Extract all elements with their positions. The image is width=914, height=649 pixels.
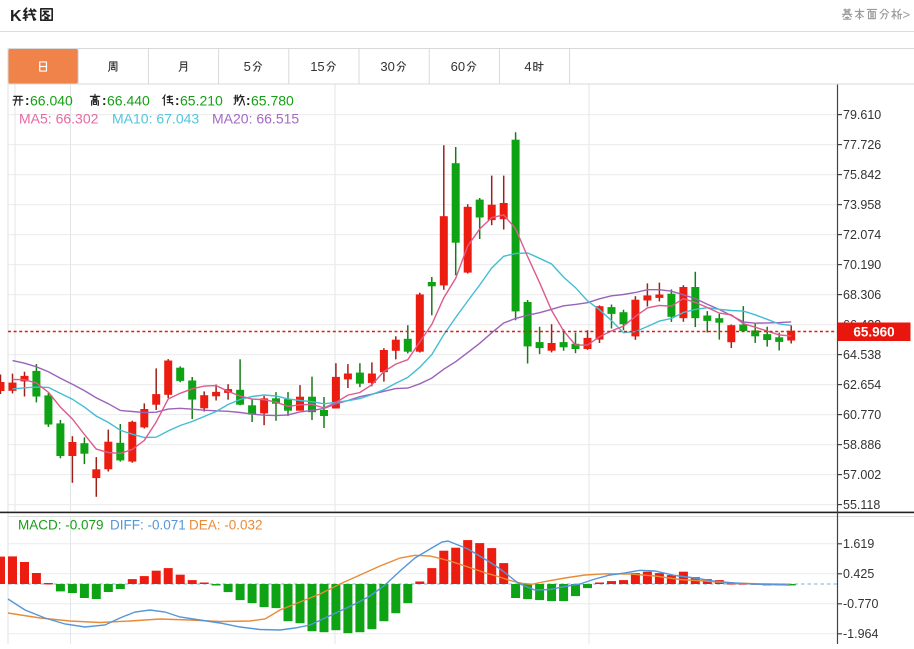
svg-text:77.726: 77.726 [843,138,881,152]
svg-text:-0.770: -0.770 [843,597,878,611]
svg-text:4: 4 [524,59,531,74]
svg-text:73.958: 73.958 [843,198,881,212]
svg-text:75.842: 75.842 [843,168,881,182]
svg-text:62.654: 62.654 [843,378,881,392]
svg-text:0.425: 0.425 [843,567,874,581]
svg-text:65.780: 65.780 [251,93,294,109]
svg-text:MA5: 66.302: MA5: 66.302 [19,111,99,127]
svg-text:DEA: -0.032: DEA: -0.032 [189,518,263,533]
svg-text:66.440: 66.440 [107,93,150,109]
svg-text:DIFF: -0.071: DIFF: -0.071 [110,518,186,533]
svg-text:>: > [903,7,911,22]
svg-text:65.210: 65.210 [180,93,223,109]
svg-text:-1.964: -1.964 [843,627,878,641]
svg-text:55.118: 55.118 [843,498,880,512]
svg-text:66.040: 66.040 [30,93,73,109]
svg-text:64.538: 64.538 [843,348,881,362]
svg-text::: : [102,93,107,108]
svg-text:60.770: 60.770 [843,408,881,422]
svg-text:70.190: 70.190 [843,258,881,272]
svg-text:15: 15 [310,59,324,74]
svg-text:57.002: 57.002 [843,468,881,482]
svg-text::: : [25,93,30,108]
svg-text:5: 5 [244,59,251,74]
svg-text:79.610: 79.610 [843,108,881,122]
svg-text:MACD: -0.079: MACD: -0.079 [18,518,104,533]
svg-text:MA20: 66.515: MA20: 66.515 [212,111,299,127]
svg-text:1.619: 1.619 [843,537,874,551]
svg-text:72.074: 72.074 [843,228,881,242]
svg-text::: : [175,93,180,108]
svg-text:30: 30 [380,59,394,74]
svg-text:MA10: 67.043: MA10: 67.043 [112,111,199,127]
svg-text:65.960: 65.960 [853,325,894,340]
svg-text:60: 60 [451,59,465,74]
svg-text:58.886: 58.886 [843,438,881,452]
svg-text::: : [246,93,251,108]
svg-text:K: K [10,8,22,25]
svg-text:68.306: 68.306 [843,288,881,302]
